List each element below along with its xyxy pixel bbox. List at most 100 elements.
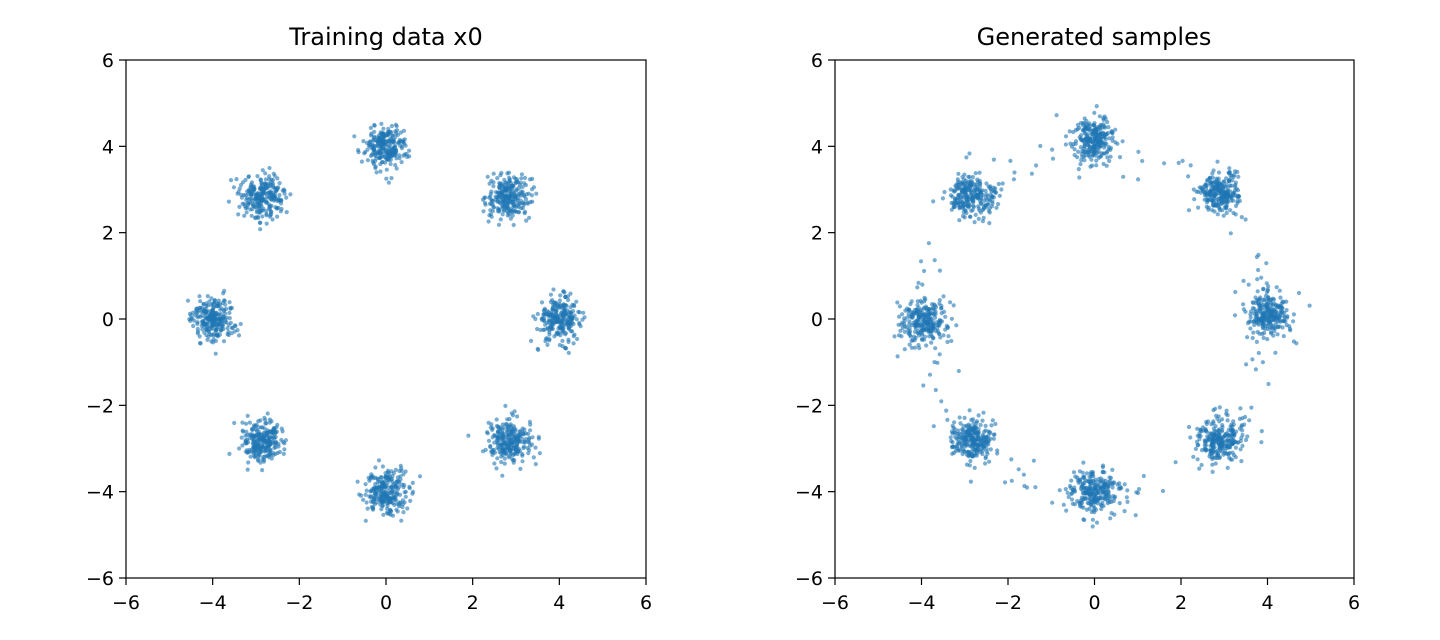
data-point — [198, 341, 203, 346]
data-point — [566, 350, 571, 355]
data-point — [1213, 455, 1218, 460]
data-point — [1186, 174, 1191, 179]
data-point — [926, 323, 932, 328]
y-tick-label: 2 — [811, 223, 823, 245]
data-point — [383, 133, 388, 138]
data-point — [539, 300, 545, 305]
data-point — [560, 338, 565, 343]
data-point — [1215, 197, 1220, 202]
data-point — [195, 331, 200, 336]
data-point — [233, 323, 238, 329]
data-point — [525, 201, 530, 206]
data-point — [399, 160, 404, 165]
data-point — [1086, 126, 1091, 131]
data-point — [987, 210, 992, 215]
y-tick-label: −4 — [795, 482, 823, 504]
data-point — [264, 213, 269, 218]
data-point — [1122, 509, 1127, 514]
data-point — [1262, 297, 1267, 303]
data-point — [381, 126, 386, 131]
data-point — [924, 343, 929, 348]
data-point — [1107, 158, 1112, 164]
data-point — [1008, 158, 1013, 163]
data-point — [1069, 478, 1074, 483]
data-point — [964, 424, 969, 429]
data-point — [1245, 434, 1250, 439]
data-point — [512, 409, 517, 414]
data-point — [228, 320, 233, 325]
data-point — [244, 421, 249, 426]
data-point — [941, 294, 946, 299]
data-point — [251, 188, 256, 193]
data-point — [1124, 495, 1129, 500]
data-point — [407, 148, 412, 153]
data-point — [246, 174, 251, 179]
data-point — [364, 488, 369, 493]
data-point — [951, 450, 957, 455]
data-point — [282, 447, 287, 452]
data-point — [1078, 486, 1084, 491]
data-point — [1215, 212, 1220, 217]
data-point — [554, 305, 560, 310]
data-point — [983, 461, 988, 466]
data-point — [243, 206, 248, 211]
y-tick-label: 2 — [102, 223, 114, 245]
data-point — [374, 170, 379, 175]
data-point — [529, 338, 534, 343]
data-point — [1285, 314, 1290, 319]
data-point — [981, 215, 986, 220]
data-point — [1050, 156, 1056, 161]
data-point — [1220, 428, 1225, 433]
data-point — [1248, 319, 1253, 324]
data-point — [522, 181, 527, 186]
data-point — [1075, 155, 1080, 160]
data-point — [988, 436, 993, 441]
data-point — [199, 319, 205, 324]
data-point — [1235, 199, 1240, 204]
data-point — [1110, 480, 1115, 486]
data-point — [218, 328, 223, 333]
data-point — [931, 199, 936, 204]
data-point — [1033, 485, 1038, 490]
x-tick-label: 2 — [467, 592, 479, 614]
data-point — [380, 464, 385, 469]
data-point — [506, 432, 511, 437]
data-point — [500, 212, 505, 217]
data-point — [952, 445, 957, 450]
data-point — [1002, 480, 1008, 485]
data-point — [480, 449, 486, 454]
data-point — [1291, 319, 1296, 324]
data-point — [1217, 405, 1222, 410]
data-point — [1110, 135, 1115, 140]
data-point — [932, 258, 937, 263]
data-point — [1217, 419, 1222, 424]
y-tick-label: −6 — [86, 568, 114, 590]
data-point — [378, 169, 383, 174]
data-point — [899, 334, 904, 339]
data-point — [264, 208, 269, 213]
data-point — [931, 424, 936, 429]
data-point — [1231, 190, 1236, 195]
x-tick-label: 2 — [1175, 592, 1187, 614]
data-point — [388, 512, 393, 517]
data-point — [964, 430, 969, 435]
data-point — [576, 309, 581, 314]
data-point — [581, 310, 586, 315]
data-point — [1111, 498, 1116, 504]
data-point — [962, 415, 967, 420]
data-point — [979, 196, 984, 202]
data-point — [246, 460, 251, 465]
data-point — [371, 138, 376, 143]
data-point — [508, 448, 513, 454]
data-point — [496, 446, 501, 452]
data-point — [389, 176, 394, 181]
data-point — [1072, 147, 1077, 152]
data-point — [975, 187, 980, 192]
data-point — [1233, 289, 1238, 295]
data-point — [369, 152, 375, 157]
data-point — [1250, 357, 1255, 362]
data-point — [1136, 177, 1141, 182]
data-point — [1090, 472, 1095, 477]
data-point — [361, 139, 366, 144]
data-point — [496, 194, 501, 199]
